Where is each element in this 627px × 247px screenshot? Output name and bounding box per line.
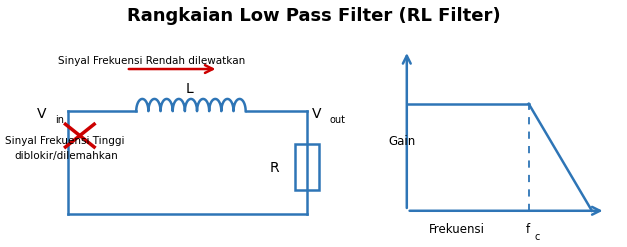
Text: Gain: Gain (389, 135, 416, 148)
Text: in: in (55, 115, 64, 125)
Text: Frekuensi: Frekuensi (429, 224, 485, 236)
Text: R: R (270, 161, 279, 175)
Text: Sinyal Frekuensi Tinggi: Sinyal Frekuensi Tinggi (4, 136, 124, 146)
Text: c: c (534, 232, 540, 242)
FancyBboxPatch shape (295, 144, 319, 190)
Text: Rangkaian Low Pass Filter (RL Filter): Rangkaian Low Pass Filter (RL Filter) (127, 7, 500, 25)
Text: f: f (525, 224, 529, 236)
Text: out: out (329, 115, 345, 125)
Text: V: V (312, 107, 322, 121)
Text: V: V (37, 107, 46, 121)
Text: L: L (186, 82, 194, 97)
Text: diblokir/dilemahkan: diblokir/dilemahkan (15, 151, 119, 161)
Text: Sinyal Frekuensi Rendah dilewatkan: Sinyal Frekuensi Rendah dilewatkan (58, 56, 245, 66)
